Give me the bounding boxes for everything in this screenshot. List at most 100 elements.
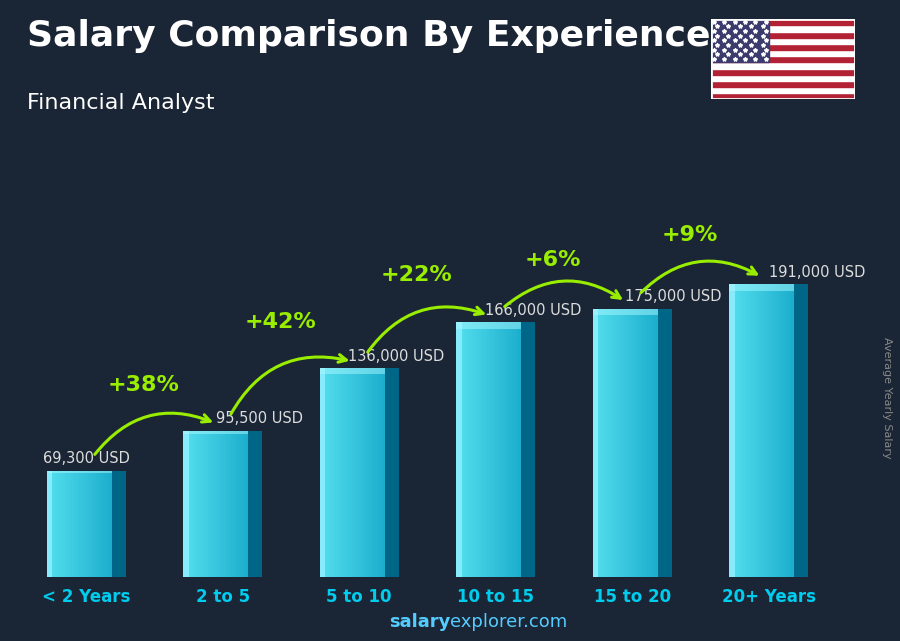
Bar [456, 322, 462, 577]
Bar [618, 309, 620, 577]
Bar [711, 38, 855, 44]
Bar [355, 369, 356, 577]
Bar [96, 470, 97, 577]
Bar [459, 322, 460, 577]
Bar [216, 431, 217, 577]
Bar [741, 284, 742, 577]
Bar [184, 431, 185, 577]
Bar [83, 470, 85, 577]
Text: 136,000 USD: 136,000 USD [348, 349, 445, 364]
Bar [737, 284, 738, 577]
Bar [498, 322, 499, 577]
Bar [87, 470, 88, 577]
Bar [711, 19, 769, 62]
Bar [228, 431, 229, 577]
Bar [605, 309, 606, 577]
Bar [204, 431, 205, 577]
Bar [759, 284, 760, 577]
Bar [89, 470, 91, 577]
Bar [639, 309, 641, 577]
Bar [486, 322, 487, 577]
Bar [214, 431, 216, 577]
Bar [790, 284, 791, 577]
Bar [521, 322, 535, 577]
Bar [196, 431, 197, 577]
Bar [473, 322, 474, 577]
Bar [614, 309, 615, 577]
Bar [607, 309, 608, 577]
Bar [368, 369, 369, 577]
Bar [791, 284, 793, 577]
Bar [647, 309, 649, 577]
Bar [326, 369, 328, 577]
Bar [322, 369, 324, 577]
Bar [755, 284, 756, 577]
Bar [506, 322, 507, 577]
Bar [789, 284, 790, 577]
Bar [749, 284, 750, 577]
Bar [380, 369, 381, 577]
Bar [244, 431, 246, 577]
Bar [600, 309, 602, 577]
Bar [381, 369, 382, 577]
Bar [483, 322, 485, 577]
Bar [226, 431, 228, 577]
Bar [457, 322, 459, 577]
Bar [105, 470, 106, 577]
Bar [358, 369, 360, 577]
Bar [735, 284, 737, 577]
Bar [86, 470, 87, 577]
Bar [481, 322, 482, 577]
Bar [729, 284, 794, 292]
Text: salary: salary [389, 613, 450, 631]
Bar [469, 322, 471, 577]
Bar [513, 322, 515, 577]
Bar [375, 369, 377, 577]
Text: explorer.com: explorer.com [450, 613, 567, 631]
Bar [744, 284, 746, 577]
Bar [346, 369, 348, 577]
Bar [729, 284, 731, 577]
Bar [743, 284, 744, 577]
Bar [202, 431, 204, 577]
Bar [623, 309, 624, 577]
Bar [770, 284, 772, 577]
Bar [56, 470, 57, 577]
Bar [477, 322, 478, 577]
Bar [184, 431, 189, 577]
Bar [456, 322, 457, 577]
Text: 69,300 USD: 69,300 USD [42, 451, 130, 467]
Bar [653, 309, 655, 577]
Bar [732, 284, 733, 577]
Bar [231, 431, 232, 577]
Bar [106, 470, 108, 577]
Bar [66, 470, 68, 577]
Text: 175,000 USD: 175,000 USD [626, 290, 722, 304]
Bar [320, 369, 321, 577]
Bar [482, 322, 483, 577]
Bar [456, 322, 521, 329]
Bar [195, 431, 196, 577]
Bar [644, 309, 646, 577]
Bar [88, 470, 89, 577]
Bar [217, 431, 218, 577]
Bar [746, 284, 747, 577]
Bar [516, 322, 517, 577]
Bar [369, 369, 370, 577]
Bar [518, 322, 520, 577]
Bar [711, 44, 855, 50]
Bar [193, 431, 194, 577]
Bar [635, 309, 637, 577]
Bar [79, 470, 80, 577]
Bar [776, 284, 778, 577]
Bar [190, 431, 191, 577]
Bar [65, 470, 66, 577]
Bar [97, 470, 99, 577]
Bar [104, 470, 105, 577]
Bar [239, 431, 240, 577]
Bar [377, 369, 378, 577]
Bar [501, 322, 503, 577]
Bar [220, 431, 222, 577]
Bar [194, 431, 195, 577]
Bar [383, 369, 384, 577]
